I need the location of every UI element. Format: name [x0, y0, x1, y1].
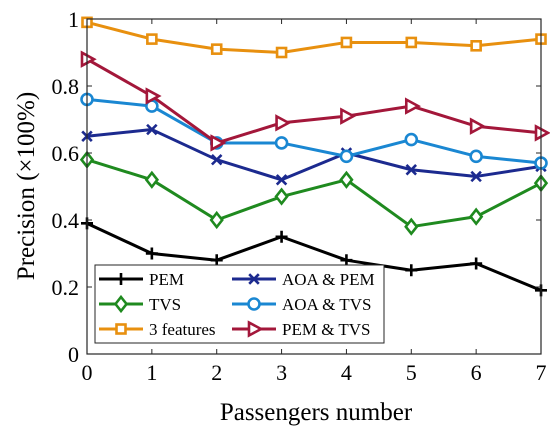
- y-axis-title: Precision (×100%): [13, 92, 40, 280]
- data-point-aoa-tvs-5: [404, 132, 419, 147]
- y-tick-label: 0.4: [52, 208, 80, 233]
- legend-entry-tvs: TVS: [99, 294, 181, 314]
- x-tick-label: 3: [276, 360, 287, 385]
- data-point-aoa-pem-5: [405, 164, 418, 176]
- series-pem-tvs: [80, 50, 550, 152]
- data-point-tvs-2: [209, 210, 224, 230]
- data-point-aoa-tvs-4: [339, 149, 354, 164]
- data-point-pem-tvs-3: [275, 114, 292, 132]
- data-point-aoa-pem-3: [275, 174, 288, 186]
- legend-entry-pem: PEM: [99, 270, 184, 289]
- legend-entry-aoa-pem: AOA & PEM: [232, 270, 375, 289]
- series-line-aoa-tvs: [86, 97, 542, 165]
- data-point-pem-6: [470, 257, 483, 270]
- legend-label: PEM: [149, 270, 184, 289]
- legend-swatch-marker: [115, 323, 127, 335]
- y-tick-label: 1: [68, 7, 79, 32]
- x-tick-label: 1: [146, 360, 157, 385]
- data-point-3-features-2: [210, 43, 223, 55]
- legend-swatch-marker: [248, 273, 260, 285]
- data-point-tvs-4: [339, 170, 354, 189]
- data-point-3-features-3: [275, 46, 288, 59]
- y-tick-label: 0.6: [52, 141, 80, 166]
- legend: PEM TVS 3 features AOA & PEM AOA & TVS PEM & …: [94, 264, 385, 344]
- data-point-tvs-1: [144, 170, 160, 189]
- series-line-aoa-pem: [86, 128, 542, 182]
- data-point-pem-tvs-4: [340, 107, 357, 125]
- legend-label: AOA & PEM: [282, 270, 375, 289]
- x-tick-label: 4: [341, 360, 352, 385]
- legend-swatch-marker: [115, 273, 127, 285]
- data-point-3-features-5: [405, 36, 418, 49]
- data-point-pem-2: [210, 254, 223, 267]
- y-tick-label: 0.8: [52, 74, 80, 99]
- data-point-aoa-pem-2: [210, 153, 223, 166]
- legend-entry-aoa-tvs: AOA & TVS: [232, 295, 371, 314]
- data-point-pem-tvs-7: [534, 124, 550, 142]
- series-layer: [79, 16, 550, 297]
- data-point-tvs-5: [404, 217, 419, 236]
- y-tick-label: 0.2: [52, 275, 80, 300]
- legend-swatch-marker: [113, 294, 129, 314]
- data-point-tvs-6: [468, 207, 484, 226]
- series-line-tvs: [86, 158, 542, 229]
- legend-label: AOA & TVS: [282, 295, 371, 314]
- data-point-pem-1: [145, 247, 158, 260]
- x-tick-label: 0: [82, 360, 93, 385]
- legend-entry-3-features: 3 features: [99, 320, 216, 339]
- legend-swatch-marker: [247, 320, 264, 338]
- data-point-pem-tvs-5: [404, 97, 422, 115]
- data-point-pem-tvs-1: [145, 87, 162, 105]
- data-point-pem-tvs-6: [469, 117, 486, 135]
- series-line-pem: [86, 221, 542, 292]
- x-tick-label: 7: [536, 360, 547, 385]
- data-point-3-features-4: [340, 36, 353, 49]
- data-point-aoa-tvs-3: [274, 136, 289, 150]
- x-axis-title: Passengers number: [220, 399, 413, 426]
- axes-frame: [86, 18, 542, 355]
- y-tick-label: 0: [68, 342, 79, 367]
- data-point-3-features-6: [470, 39, 482, 52]
- data-point-pem-tvs-0: [80, 50, 97, 68]
- data-point-pem-tvs-2: [210, 134, 227, 152]
- data-point-3-features-1: [146, 33, 158, 45]
- data-point-aoa-tvs-6: [469, 149, 483, 164]
- data-point-aoa-pem-6: [470, 170, 482, 183]
- axes-layer: 0 1 2 3 4 5 6 7 0 0.2 0.4 0.6 0.8 1: [52, 7, 547, 385]
- legend-swatch-marker: [247, 297, 261, 311]
- data-point-aoa-pem-1: [146, 123, 158, 136]
- data-point-tvs-3: [274, 187, 289, 206]
- x-tick-label: 6: [471, 360, 482, 385]
- legend-label: TVS: [149, 295, 181, 314]
- legend-label: PEM & TVS: [282, 320, 371, 339]
- series-line-pem-tvs: [86, 57, 542, 145]
- series-line-3-features: [86, 20, 542, 54]
- data-point-pem-4: [340, 254, 353, 267]
- data-point-pem-5: [405, 264, 418, 277]
- x-tick-label: 5: [406, 360, 417, 385]
- legend-entry-pem-tvs: PEM & TVS: [232, 320, 371, 339]
- x-tick-label: 2: [211, 360, 222, 385]
- data-point-pem-3: [275, 230, 288, 243]
- legend-label: 3 features: [149, 320, 216, 339]
